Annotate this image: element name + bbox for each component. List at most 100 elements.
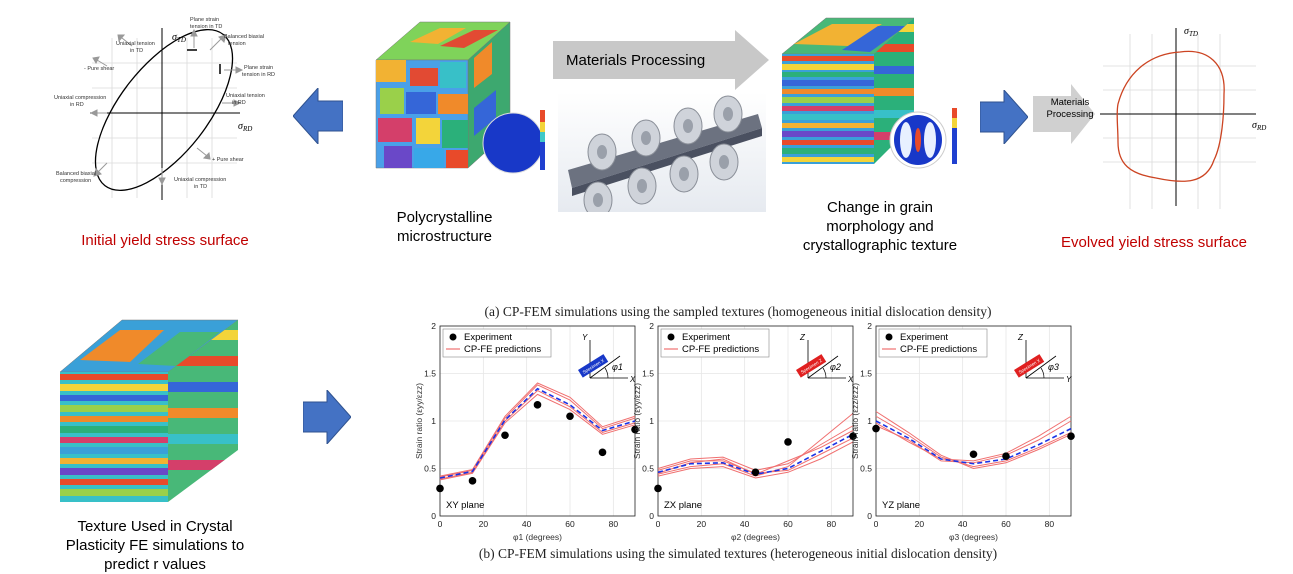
legend-box (660, 328, 770, 358)
left-arrow-icon (293, 88, 343, 144)
right-arrow-icon-2 (303, 390, 351, 444)
experiment-point (751, 468, 760, 477)
y-tick-label: 1.5 (642, 369, 654, 379)
sigma-rd-label: σRD (238, 121, 252, 133)
inset-angle-line (1025, 355, 1057, 379)
x-tick-label: 80 (609, 519, 619, 529)
experiment-point (784, 438, 792, 446)
x-tick-label: 0 (656, 519, 661, 529)
x-tick-label: 60 (565, 519, 575, 529)
mean-prediction-line (875, 420, 1072, 465)
legend-experiment-label: Experiment (900, 332, 948, 343)
x-tick-label: 40 (958, 519, 968, 529)
prediction-line (439, 389, 636, 480)
specimen-rect: Specimen Z (796, 354, 827, 378)
prediction-line (875, 411, 1072, 470)
y-tick-label: 1 (867, 416, 872, 426)
svg-text:Balanced biaxial: Balanced biaxial (224, 34, 264, 40)
x-tick-label: 60 (783, 519, 793, 529)
experiment-point (436, 484, 444, 493)
deformed-texture-cube (782, 17, 957, 169)
svg-text:Plane strain: Plane strain (244, 65, 273, 71)
y-tick-label: 1.5 (860, 369, 872, 379)
svg-text:Uniaxial compression: Uniaxial compression (174, 177, 226, 183)
sigma-rd-label-2: σRD (1252, 120, 1266, 132)
x-tick-label: 0 (874, 519, 879, 529)
mean-prediction-line (439, 387, 636, 479)
chart-panel-3: 0 20 40 60 80 0 0.5 1 1.5 2 φ3 (degrees) Strain rat… (850, 321, 1075, 542)
x-tick-label: 20 (915, 519, 925, 529)
inset-axis-label-vertical: Z (1017, 333, 1024, 342)
y-tick-label: 0.5 (860, 464, 872, 474)
inset-angle-arc (1040, 367, 1045, 379)
x-tick-label: 40 (522, 519, 532, 529)
svg-text:compression: compression (60, 178, 91, 184)
plot-frame (657, 325, 854, 517)
y-tick-label: 1 (649, 416, 654, 426)
inset-axis-label-horizontal: X (847, 375, 854, 384)
experiment-point (969, 450, 978, 459)
prediction-line (439, 382, 636, 477)
experiment-point (533, 401, 542, 409)
x-tick-label: 80 (827, 519, 837, 529)
specimen-body (1014, 354, 1045, 378)
plane-label: ZX plane (664, 500, 702, 511)
y-tick-label: 2 (867, 321, 872, 331)
texture-used-label: Texture Used in Crystal Plasticity FE si… (65, 518, 245, 573)
y-tick-label: 0.5 (424, 464, 436, 474)
legend-experiment-marker (449, 333, 457, 341)
polycrystal-cube (375, 21, 545, 174)
svg-text:in TD: in TD (194, 184, 207, 190)
legend-box (442, 328, 552, 358)
inset-angle-line (807, 355, 839, 379)
y-tick-label: 0 (649, 511, 654, 521)
processing-arrow-icon (553, 30, 769, 90)
initial-yield-title: Initial yield stress surface (81, 232, 249, 249)
legend-experiment-marker (885, 333, 893, 341)
inset-angle-arc (604, 367, 609, 379)
inset-angle-line (589, 355, 621, 379)
specimen-body (578, 354, 609, 378)
legend-prediction-label: CP-FE predictions (464, 344, 541, 355)
small-processing-label: Materials Processing (1046, 97, 1094, 120)
prediction-line (439, 393, 636, 481)
inset-axis-label-vertical: Y (582, 333, 588, 342)
evolved-yield-title: Evolved yield stress surface (1061, 234, 1247, 251)
y-tick-label: 0.5 (642, 464, 654, 474)
x-axis-label: φ3 (degrees) (949, 532, 998, 542)
inset-angle-label: φ2 (830, 362, 841, 372)
experiment-point (598, 448, 607, 457)
chart-panel-1: 0 20 40 60 80 0 0.5 1 1.5 2 φ1 (degrees) Strain rat… (414, 321, 639, 542)
chart-panel-2: 0 20 40 60 80 0 0.5 1 1.5 2 φ2 (degrees) Strain rat… (632, 321, 857, 542)
processing-label: Materials Processing (566, 52, 706, 69)
prediction-line (875, 415, 1072, 468)
experiment-point (566, 412, 574, 421)
prediction-line (875, 415, 1072, 462)
svg-text:tension in RD: tension in RD (242, 72, 275, 78)
caption-a: (a) CP-FEM simulations using the sampled… (484, 304, 992, 319)
right-arrow-icon (980, 90, 1028, 144)
x-tick-label: 0 (438, 519, 443, 529)
texture-cube (60, 319, 239, 502)
specimen-rect: Specimen X (1014, 354, 1045, 378)
small-processing-arrow-icon (1033, 84, 1095, 144)
experiment-point (849, 432, 857, 440)
sigma-td-label: σTD (172, 32, 186, 44)
plane-label: YZ plane (882, 500, 920, 511)
y-tick-label: 0 (431, 511, 436, 521)
experiment-point (631, 425, 639, 434)
y-tick-label: 2 (649, 321, 654, 331)
legend-experiment-marker (667, 333, 675, 341)
x-tick-label: 40 (740, 519, 750, 529)
y-axis-label: Strain ratio (εyy/εzz) (414, 383, 424, 459)
x-tick-label: 20 (697, 519, 707, 529)
y-tick-label: 0 (867, 511, 872, 521)
prediction-line (875, 420, 1072, 464)
y-axis-label: Strain ratio (εyy/εzz) (632, 383, 642, 459)
legend-experiment-label: Experiment (682, 332, 730, 343)
experiment-point (654, 484, 662, 493)
prediction-line (657, 413, 854, 477)
evolved-yield-curve (1116, 50, 1225, 182)
x-axis-label: φ1 (degrees) (513, 532, 562, 542)
